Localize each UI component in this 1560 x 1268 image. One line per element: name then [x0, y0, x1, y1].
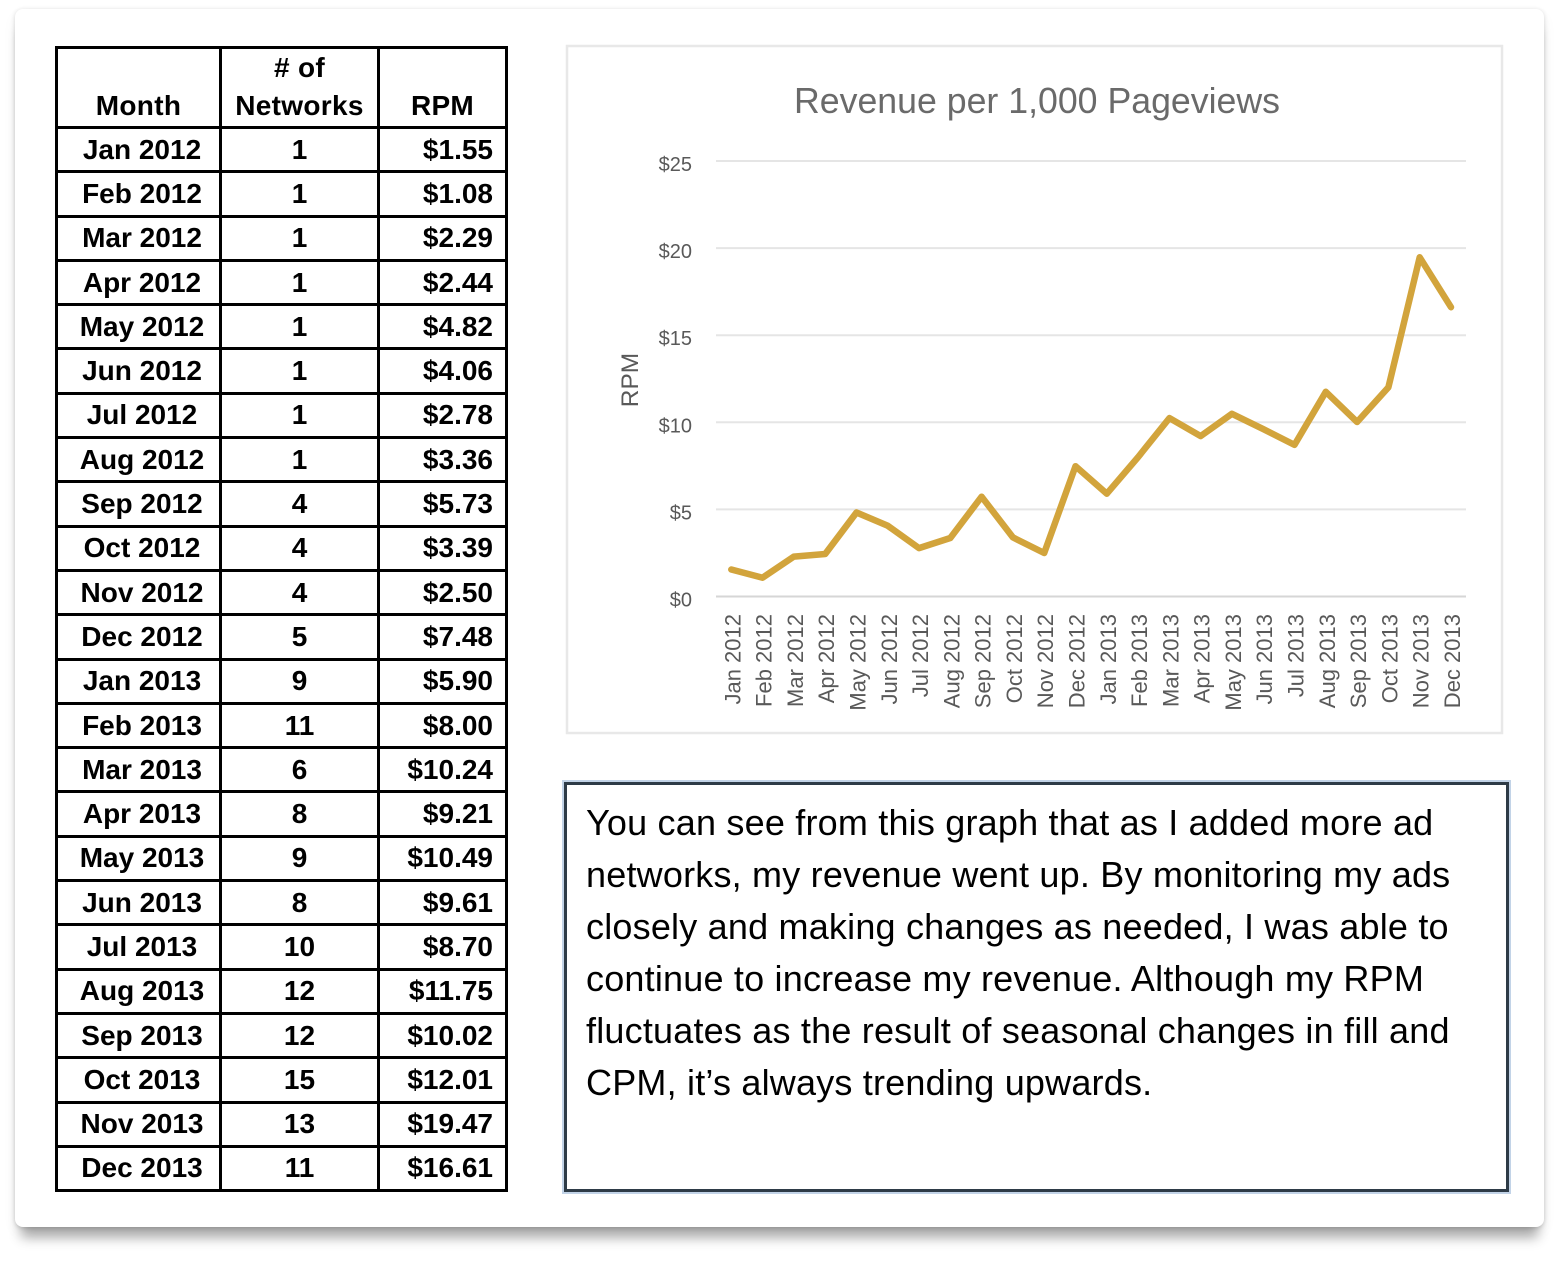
svg-text:Sep 2013: Sep 2013 [1346, 614, 1371, 708]
svg-text:Apr 2012: Apr 2012 [814, 614, 839, 703]
svg-text:Apr 2013: Apr 2013 [1190, 614, 1215, 703]
svg-text:Oct 2013: Oct 2013 [1377, 614, 1402, 703]
svg-text:Jun 2013: Jun 2013 [1252, 614, 1277, 705]
svg-text:Revenue per 1,000 Pageviews: Revenue per 1,000 Pageviews [794, 80, 1280, 121]
svg-text:Aug 2013: Aug 2013 [1315, 614, 1340, 708]
svg-text:$20: $20 [659, 241, 692, 263]
svg-text:Nov 2012: Nov 2012 [1033, 614, 1058, 708]
svg-text:Jan 2013: Jan 2013 [1096, 614, 1121, 705]
svg-text:RPM: RPM [617, 353, 644, 407]
svg-text:May 2013: May 2013 [1221, 614, 1246, 711]
svg-text:Dec 2012: Dec 2012 [1065, 614, 1090, 708]
svg-text:$5: $5 [670, 502, 692, 524]
svg-text:Aug 2012: Aug 2012 [939, 614, 964, 708]
svg-text:Mar 2013: Mar 2013 [1158, 614, 1183, 707]
svg-text:Jul 2013: Jul 2013 [1284, 614, 1309, 697]
svg-text:$25: $25 [659, 154, 692, 176]
svg-text:May 2012: May 2012 [846, 614, 871, 711]
svg-text:Mar 2012: Mar 2012 [783, 614, 808, 707]
svg-text:$10: $10 [659, 415, 692, 437]
svg-text:Jan 2012: Jan 2012 [720, 614, 745, 705]
svg-text:Feb 2012: Feb 2012 [752, 614, 777, 707]
svg-text:Oct 2012: Oct 2012 [1002, 614, 1027, 703]
svg-text:$0: $0 [670, 590, 692, 612]
svg-text:Dec 2013: Dec 2013 [1440, 614, 1465, 708]
svg-text:Sep 2012: Sep 2012 [971, 614, 996, 708]
svg-text:$15: $15 [659, 328, 692, 350]
svg-text:Jul 2012: Jul 2012 [908, 614, 933, 697]
svg-text:Nov 2013: Nov 2013 [1409, 614, 1434, 708]
svg-text:Feb 2013: Feb 2013 [1127, 614, 1152, 707]
svg-text:Jun 2012: Jun 2012 [877, 614, 902, 705]
